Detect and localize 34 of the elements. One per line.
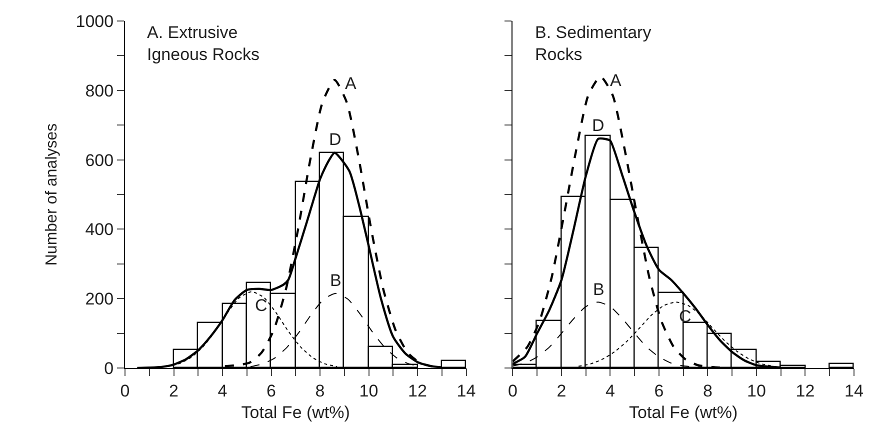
y-tick-label: 400 [85, 220, 114, 240]
series-label: A [610, 71, 622, 90]
y-tick-label: 1000 [76, 12, 114, 31]
x-tick-label: 4 [218, 381, 228, 400]
text: A. Extrusive Igneous Rocks [147, 23, 260, 64]
x-tick-label: 2 [556, 381, 566, 400]
series-label: D [592, 116, 604, 135]
series-label: C [255, 296, 268, 315]
x-tick-label: 12 [796, 381, 815, 400]
x-tick-label: 10 [747, 381, 766, 400]
x-tick-label: 10 [359, 381, 378, 400]
x-tick-label: 6 [266, 381, 276, 400]
series-label: B [330, 271, 342, 290]
x-tick-label: 0 [120, 381, 130, 400]
x-tick-label: 8 [703, 381, 712, 400]
x-tick-label: 0 [508, 381, 518, 400]
y-tick-label: 800 [85, 81, 114, 100]
x-tick-label: 12 [408, 381, 427, 400]
x-axis-title: Total Fe (wt%) [629, 402, 738, 422]
x-tick-label: 2 [169, 381, 178, 400]
series-label: D [329, 130, 342, 149]
text: B. Sedimentary Rocks [535, 23, 652, 64]
y-tick-label: 200 [85, 290, 114, 309]
series-label: A [345, 74, 357, 93]
x-tick-label: 6 [654, 381, 664, 400]
x-axis-title: Total Fe (wt%) [241, 402, 350, 422]
x-tick-label: 14 [456, 381, 476, 400]
series-label: B [593, 280, 604, 299]
x-tick-label: 8 [315, 381, 325, 400]
y-axis-title: Number of analyses [44, 123, 61, 266]
x-tick-label: 14 [844, 381, 864, 400]
y-tick-label: 0 [104, 358, 114, 378]
y-tick-label: 600 [85, 150, 114, 170]
x-tick-label: 4 [606, 381, 615, 400]
